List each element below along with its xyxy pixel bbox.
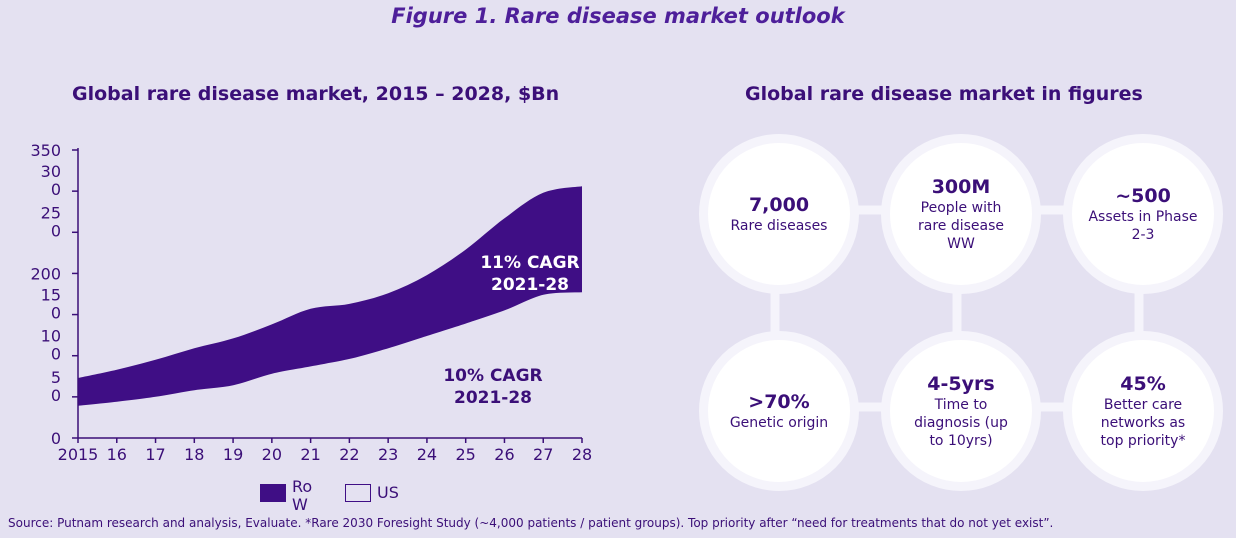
figure-circle-care-networks: 45% Better care networks as top priority… xyxy=(1063,331,1223,491)
legend-label-row: RoW xyxy=(292,477,313,514)
figure-circle-genetic: >70% Genetic origin xyxy=(699,331,859,491)
x-tick-label: 19 xyxy=(223,445,243,464)
y-tick-label: 0 xyxy=(51,429,61,448)
y-tick-label: 350 xyxy=(30,141,61,160)
y-tick-label: 30 0 xyxy=(41,162,61,199)
figure-value: 4-5yrs xyxy=(927,372,995,395)
figure-circle-rare-diseases: 7,000 Rare diseases xyxy=(699,134,859,294)
legend-swatch-row xyxy=(260,484,286,502)
figures-title: Global rare disease market in figures xyxy=(745,83,1143,105)
figure-label: Genetic origin xyxy=(729,414,829,431)
area-chart: 0 5 0 10 0 15 0 200 25 0 30 0 350 2015 16 17 18 19 20 21 22 2… xyxy=(30,141,592,464)
legend-swatch-us xyxy=(345,484,371,502)
figure-label: People with rare disease WW xyxy=(917,199,1005,252)
figure-value: 7,000 xyxy=(748,193,810,216)
x-tick-label: 24 xyxy=(417,445,437,464)
legend-us: US xyxy=(345,476,399,503)
x-tick-label: 23 xyxy=(378,445,398,464)
y-tick-label: 200 xyxy=(30,264,61,283)
cagr-annotation-period: 2021-28 xyxy=(491,275,569,295)
source-note: Source: Putnam research and analysis, Ev… xyxy=(8,516,1054,530)
figure-value: ~500 xyxy=(1115,184,1171,207)
legend-label-us: US xyxy=(377,483,399,502)
x-tick-label: 26 xyxy=(494,445,514,464)
chart-title: Global rare disease market, 2015 – 2028,… xyxy=(72,83,560,105)
x-tick-label: 28 xyxy=(572,445,592,464)
figure-circle-diagnosis: 4-5yrs Time to diagnosis (up to 10yrs) xyxy=(881,331,1041,491)
figure-label: Rare diseases xyxy=(730,217,828,234)
cagr-annotation: 10% CAGR xyxy=(443,366,542,386)
figure-label: Assets in Phase 2-3 xyxy=(1088,208,1198,243)
figure-label: Time to diagnosis (up to 10yrs) xyxy=(914,396,1008,449)
series-row-area xyxy=(78,186,582,406)
x-tick-label: 22 xyxy=(339,445,359,464)
x-tick-label: 27 xyxy=(533,445,553,464)
x-tick-label: 21 xyxy=(300,445,320,464)
y-tick-label: 15 0 xyxy=(41,286,61,323)
x-tick-label: 20 xyxy=(262,445,282,464)
figure-circle-people: 300M People with rare disease WW xyxy=(881,134,1041,294)
figure-value: 45% xyxy=(1120,372,1166,395)
cagr-annotation-period: 2021-28 xyxy=(454,388,532,408)
figure-value: 300M xyxy=(931,175,991,198)
series-us-line xyxy=(77,290,583,406)
legend-row: RoW xyxy=(260,476,316,514)
y-tick-label: 25 0 xyxy=(41,203,61,240)
figure-label: Better care networks as top priority* xyxy=(1100,396,1186,449)
x-tick-label: 25 xyxy=(456,445,476,464)
x-tick-label: 18 xyxy=(184,445,204,464)
x-tick-label: 2015 xyxy=(58,445,99,464)
figure-title: Figure 1. Rare disease market outlook xyxy=(391,4,845,28)
x-tick-label: 17 xyxy=(145,445,165,464)
x-tick-label: 16 xyxy=(107,445,127,464)
y-tick-label: 10 0 xyxy=(41,327,61,364)
figure-circle-assets: ~500 Assets in Phase 2-3 xyxy=(1063,134,1223,294)
figure-value: >70% xyxy=(748,390,810,413)
cagr-annotation: 11% CAGR xyxy=(480,253,579,273)
